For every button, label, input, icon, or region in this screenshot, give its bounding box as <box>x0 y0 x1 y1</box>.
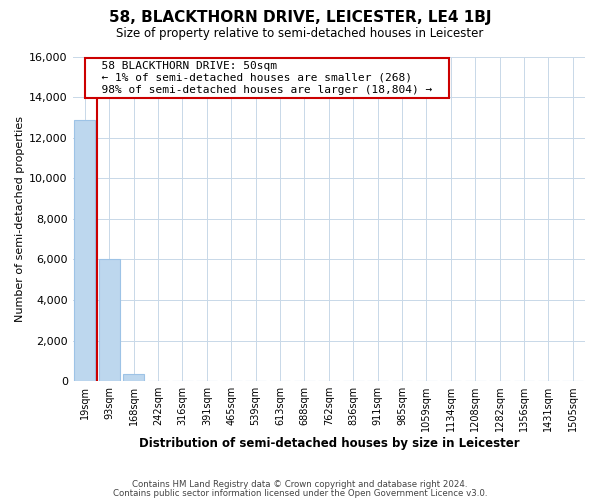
Text: 58 BLACKTHORN DRIVE: 50sqm
  ← 1% of semi-detached houses are smaller (268)
  98: 58 BLACKTHORN DRIVE: 50sqm ← 1% of semi-… <box>88 62 446 94</box>
Text: 58, BLACKTHORN DRIVE, LEICESTER, LE4 1BJ: 58, BLACKTHORN DRIVE, LEICESTER, LE4 1BJ <box>109 10 491 25</box>
Y-axis label: Number of semi-detached properties: Number of semi-detached properties <box>15 116 25 322</box>
Bar <box>123 374 144 381</box>
Text: Size of property relative to semi-detached houses in Leicester: Size of property relative to semi-detach… <box>116 28 484 40</box>
X-axis label: Distribution of semi-detached houses by size in Leicester: Distribution of semi-detached houses by … <box>139 437 519 450</box>
Text: Contains HM Land Registry data © Crown copyright and database right 2024.: Contains HM Land Registry data © Crown c… <box>132 480 468 489</box>
Bar <box>99 259 119 381</box>
Text: Contains public sector information licensed under the Open Government Licence v3: Contains public sector information licen… <box>113 488 487 498</box>
Bar <box>74 120 95 381</box>
